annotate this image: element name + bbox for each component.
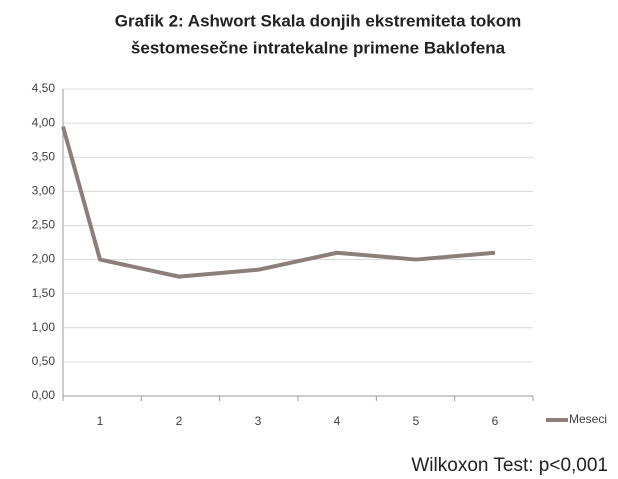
y-tick-label: 0,50 (32, 354, 56, 368)
y-tick-label: 1,50 (32, 286, 56, 300)
annotation: Wilkoxon Test: p<0,001 (411, 455, 608, 476)
x-tick-label: 3 (255, 414, 262, 428)
x-tick-label: 6 (492, 414, 499, 428)
y-tick-label: 2,50 (32, 218, 56, 232)
legend-label: Meseci (569, 412, 607, 426)
x-tick-label: 1 (97, 414, 104, 428)
y-tick-label: 0,00 (32, 388, 56, 402)
chart-title: Grafik 2: Ashwort Skala donjih ekstremit… (115, 11, 522, 30)
y-tick-label: 2,00 (32, 252, 56, 266)
y-tick-label: 4,50 (32, 81, 56, 95)
x-tick-label: 5 (413, 414, 420, 428)
data-line (61, 125, 496, 279)
y-tick-label: 1,00 (32, 320, 56, 334)
x-tick-label: 2 (176, 414, 183, 428)
chart-title: šestomesečne intratekalne primene Baklof… (131, 38, 506, 57)
x-tick-label: 4 (334, 414, 341, 428)
y-tick-label: 3,50 (32, 149, 56, 163)
y-tick-label: 4,00 (32, 115, 56, 129)
y-tick-label: 3,00 (32, 184, 56, 198)
